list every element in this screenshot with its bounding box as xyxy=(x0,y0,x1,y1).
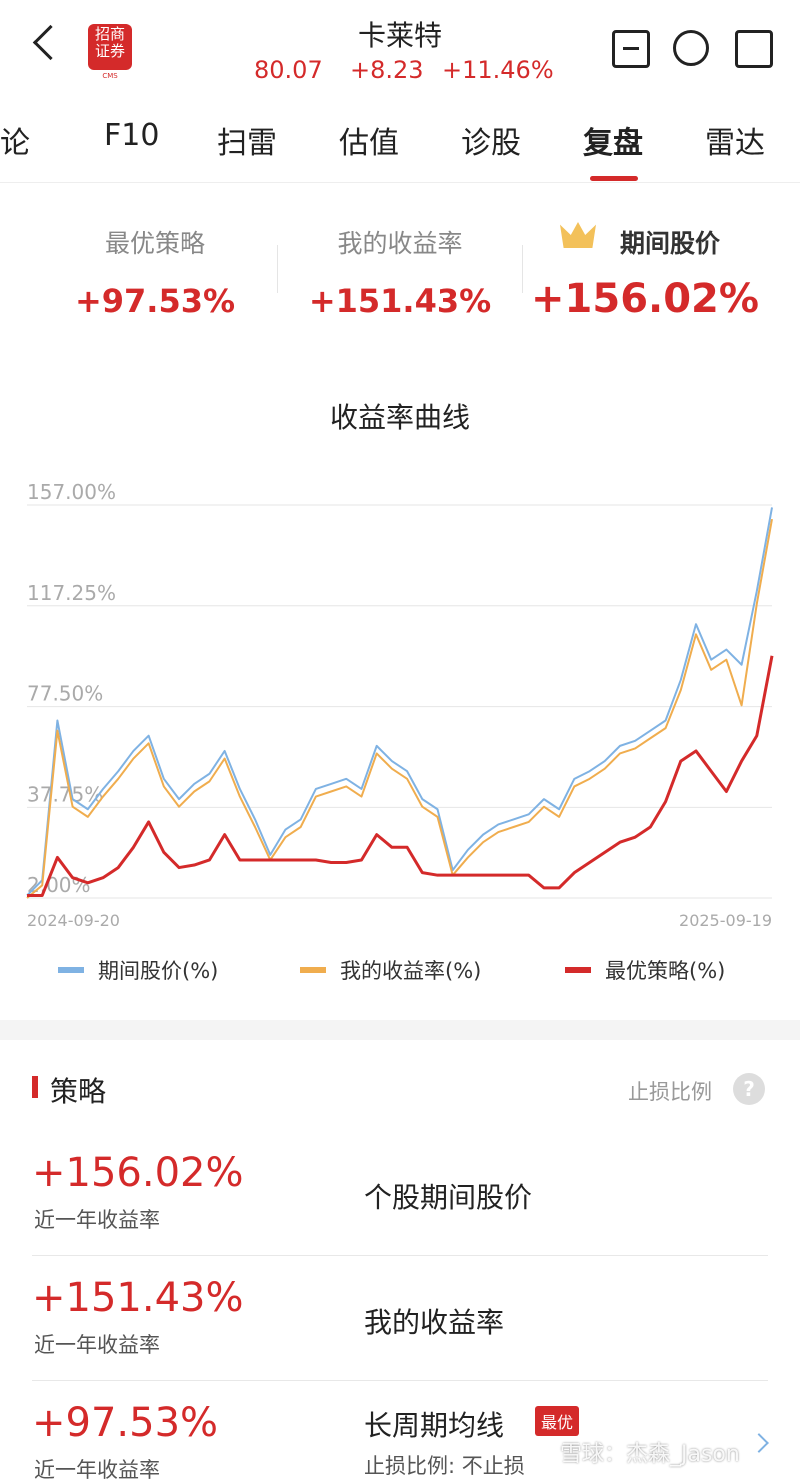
change: +8.23 xyxy=(350,56,424,84)
y-tick-label: 77.50% xyxy=(27,682,103,706)
share-btn[interactable] xyxy=(735,30,773,68)
help[interactable]: ? xyxy=(733,1073,765,1105)
change-pct: +11.46% xyxy=(442,56,554,84)
x-tick-label: 2024-09-20 xyxy=(27,911,120,930)
summary-value: +151.43% xyxy=(308,282,492,320)
chart: 2.00%37.75%77.50%117.25%157.00%2024-09-2… xyxy=(26,480,774,983)
row-sub: 近一年收益率 xyxy=(34,1208,160,1232)
search-btn[interactable] xyxy=(673,30,709,66)
gap xyxy=(0,1020,800,1040)
tab-indicator xyxy=(590,176,638,181)
summary-label: 期间股价 xyxy=(619,229,720,258)
x-tick-label: 2025-09-19 xyxy=(679,911,772,930)
row-divider xyxy=(32,1380,768,1381)
chevron[interactable] xyxy=(749,1433,769,1453)
stock-name: 卡莱特 xyxy=(357,19,442,52)
summary-label: 最优策略 xyxy=(104,229,205,258)
legend-swatch xyxy=(300,967,326,973)
y-tick-label: 157.00% xyxy=(27,480,116,504)
divider xyxy=(0,182,800,183)
row-divider xyxy=(32,1255,768,1256)
logo-sub: CMS xyxy=(102,72,118,80)
row-value: +97.53% xyxy=(32,1400,219,1446)
legend-label: 期间股价(%) xyxy=(98,959,218,983)
row-value: +151.43% xyxy=(32,1275,244,1321)
row-sub: 近一年收益率 xyxy=(34,1333,160,1357)
row-sub: 近一年收益率 xyxy=(34,1458,160,1482)
y-tick-label: 117.25% xyxy=(27,581,116,605)
tab[interactable]: 讨论 xyxy=(0,126,30,161)
badge: 最优 xyxy=(535,1406,580,1436)
tab[interactable]: 估值 xyxy=(339,126,399,161)
summary-label: 我的收益率 xyxy=(337,229,463,258)
stop-loss: 止损比例 xyxy=(628,1080,712,1104)
legend-swatch xyxy=(565,967,591,973)
row-name[interactable]: 个股期间股价 xyxy=(364,1181,533,1214)
row-name[interactable]: 长周期均线 xyxy=(364,1409,505,1442)
legend-swatch xyxy=(58,967,84,973)
logo: 招商证券 CMS xyxy=(88,24,132,80)
legend-label: 最优策略(%) xyxy=(605,959,725,983)
watermark: 雪球：杰森_Jason xyxy=(560,1442,740,1467)
summary-value: +97.53% xyxy=(74,282,236,320)
line xyxy=(26,518,773,899)
row-value: +156.02% xyxy=(32,1150,244,1196)
chart-title: 收益率曲线 xyxy=(329,401,470,434)
tab[interactable]: 雷达 xyxy=(705,126,765,161)
y-tick-label: 37.75% xyxy=(27,782,103,806)
price: 80.07 xyxy=(254,56,323,84)
tab[interactable]: 诊股 xyxy=(461,126,521,161)
sep xyxy=(522,245,523,293)
strategy-bar xyxy=(32,1076,38,1098)
legend-label: 我的收益率(%) xyxy=(340,959,481,983)
tab[interactable]: 扫雷 xyxy=(217,126,277,161)
line xyxy=(26,507,773,897)
sep xyxy=(277,245,278,293)
row-detail: 止损比例: 不止损 xyxy=(364,1454,525,1478)
minus-btn[interactable] xyxy=(612,30,650,68)
summary-value: +156.02% xyxy=(531,276,759,322)
line xyxy=(27,655,774,897)
tab[interactable]: 复盘 xyxy=(583,126,643,161)
row-name[interactable]: 我的收益率 xyxy=(364,1306,505,1339)
strategy-title: 策略 xyxy=(50,1075,107,1108)
tab[interactable]: F10 xyxy=(104,118,160,153)
logo-text: 招商证券 xyxy=(94,25,125,60)
